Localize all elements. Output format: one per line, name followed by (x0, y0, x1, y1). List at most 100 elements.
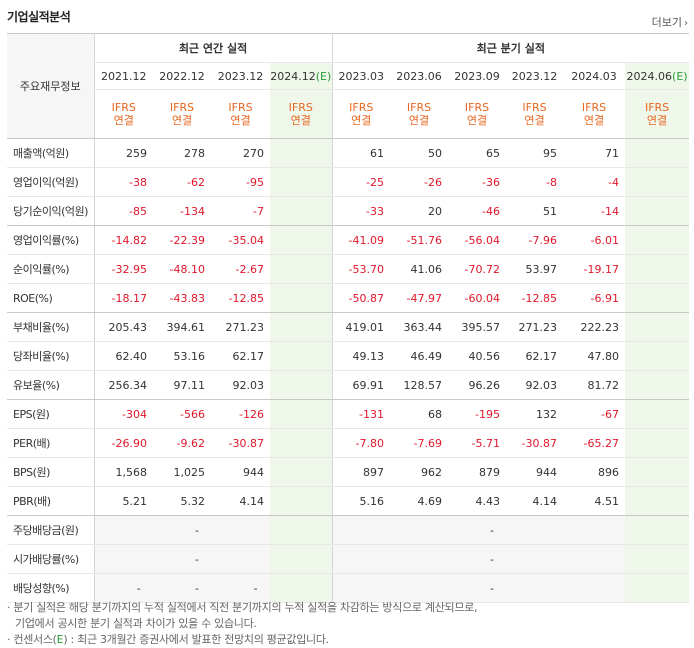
table-row: 시가배당률(%) - - (7, 544, 690, 574)
table-row: 부채비율(%) 205.43 394.61 271.23 419.01 363.44 395… (7, 312, 690, 342)
period-label: 2022.12 (159, 69, 205, 83)
value-cell (270, 254, 333, 284)
value-cell: 271.23 (211, 312, 270, 342)
value-cell: 944 (211, 457, 270, 487)
value-cell: -12.85 (211, 283, 270, 313)
footnote-3: · 컨센서스(E) : 최근 3개월간 증권사에서 발표한 전망치의 평균값입니… (7, 632, 477, 648)
footnote-3-prefix: · 컨센서스( (7, 633, 57, 646)
value-cell (625, 341, 690, 371)
value-cell (270, 167, 333, 197)
value-cell (506, 544, 564, 574)
basis-quarter-0: IFRS 연결 (331, 89, 391, 139)
value-cell: 4.51 (563, 486, 626, 516)
basis-consolidated: 연결 (583, 114, 605, 127)
value-cell (625, 196, 690, 226)
value-cell (270, 544, 333, 574)
more-link[interactable]: 더보기 › (652, 14, 688, 30)
value-cell: - (448, 515, 507, 545)
value-cell: 69.91 (331, 370, 391, 400)
table-row: 당기순이익(억원) -85 -134 -7 -33 20 -46 51 -14 (7, 196, 690, 226)
basis-annual-1: IFRS 연결 (153, 89, 211, 139)
table-row: 순이익률(%) -32.95 -48.10 -2.67 -53.70 41.06 -70.7… (7, 254, 690, 284)
value-cell (270, 312, 333, 342)
value-cell: -85 (93, 196, 153, 226)
period-label: 2023.03 (338, 69, 385, 83)
value-cell (390, 515, 449, 545)
value-cell: -53.70 (331, 254, 391, 284)
value-cell (211, 544, 270, 574)
period-label: 2023.12 (511, 69, 558, 83)
period-label: 2024.03 (571, 69, 617, 83)
value-cell (625, 254, 690, 284)
row-label: 주당배당금(원) (7, 515, 94, 545)
value-cell: 68 (390, 399, 449, 429)
value-cell: 4.69 (390, 486, 449, 516)
value-cell: -304 (93, 399, 153, 429)
table-row: BPS(원) 1,568 1,025 944 897 962 879 944 896 (7, 457, 690, 487)
value-cell: - (153, 544, 211, 574)
value-cell: -70.72 (448, 254, 507, 284)
table-row: PBR(배) 5.21 5.32 4.14 5.16 4.69 4.43 4.14 4.51 (7, 486, 690, 516)
basis-consolidated: 연결 (290, 114, 311, 127)
value-cell: 363.44 (390, 312, 449, 342)
value-cell (270, 399, 333, 429)
value-cell: -566 (153, 399, 211, 429)
value-cell: -65.27 (563, 428, 626, 458)
table-row: 유보율(%) 256.34 97.11 92.03 69.91 128.57 96.26 92… (7, 370, 690, 400)
value-cell: - (448, 544, 507, 574)
table-row: 영업이익률(%) -14.82 -22.39 -35.04 -41.09 -51.76 -5… (7, 225, 690, 255)
value-cell (625, 486, 690, 516)
value-cell: 4.14 (211, 486, 270, 516)
annual-header: 최근 연간 실적 (93, 33, 333, 63)
value-cell: -30.87 (211, 428, 270, 458)
value-cell: 95 (506, 138, 564, 168)
table-row: 주당배당금(원) - - (7, 515, 690, 545)
value-cell: 205.43 (93, 312, 153, 342)
row-label: 당기순이익(억원) (7, 196, 94, 226)
value-cell: -22.39 (153, 225, 211, 255)
table-row: 배당성향(%) - - - - (7, 573, 690, 603)
value-cell: 41.06 (390, 254, 449, 284)
period-label: 2024.06 (626, 69, 673, 83)
value-cell: 40.56 (448, 341, 507, 371)
value-cell (625, 573, 690, 603)
basis-consolidated: 연결 (171, 114, 193, 127)
value-cell: -131 (331, 399, 391, 429)
value-cell: -26.90 (93, 428, 153, 458)
basis-annual-0: IFRS 연결 (93, 89, 153, 139)
value-cell: 62.17 (211, 341, 270, 371)
row-label: PBR(배) (7, 486, 94, 516)
value-cell (625, 167, 690, 197)
financial-table: 주요재무정보 최근 연간 실적 최근 분기 실적 2021.12 2022.12 2… (7, 33, 690, 603)
value-cell: 53.16 (153, 341, 211, 371)
value-cell: 97.11 (153, 370, 211, 400)
more-label[interactable]: 더보기 (651, 16, 682, 29)
value-cell (270, 457, 333, 487)
row-label: PER(배) (7, 428, 94, 458)
value-cell (93, 544, 153, 574)
basis-ifrs: IFRS (406, 101, 432, 114)
value-cell: 5.16 (331, 486, 391, 516)
value-cell: 128.57 (390, 370, 449, 400)
value-cell (270, 428, 333, 458)
value-cell: -46 (448, 196, 507, 226)
value-cell: 222.23 (563, 312, 626, 342)
period-annual-1: 2022.12 (153, 62, 211, 90)
value-cell: 4.14 (506, 486, 564, 516)
value-cell: -6.01 (563, 225, 626, 255)
basis-consolidated: 연결 (646, 114, 668, 127)
value-cell (625, 283, 690, 313)
value-cell: - (153, 515, 211, 545)
value-cell (270, 196, 333, 226)
value-cell: -41.09 (331, 225, 391, 255)
estimate-mark: (E) (315, 69, 332, 83)
value-cell: -51.76 (390, 225, 449, 255)
value-cell: -50.87 (331, 283, 391, 313)
row-label: 배당성향(%) (7, 573, 94, 603)
value-cell: -25 (331, 167, 391, 197)
value-cell (506, 573, 564, 603)
value-cell: 5.32 (153, 486, 211, 516)
period-label: 2021.12 (101, 69, 147, 83)
value-cell: 62.17 (506, 341, 564, 371)
basis-ifrs: IFRS (581, 101, 607, 114)
